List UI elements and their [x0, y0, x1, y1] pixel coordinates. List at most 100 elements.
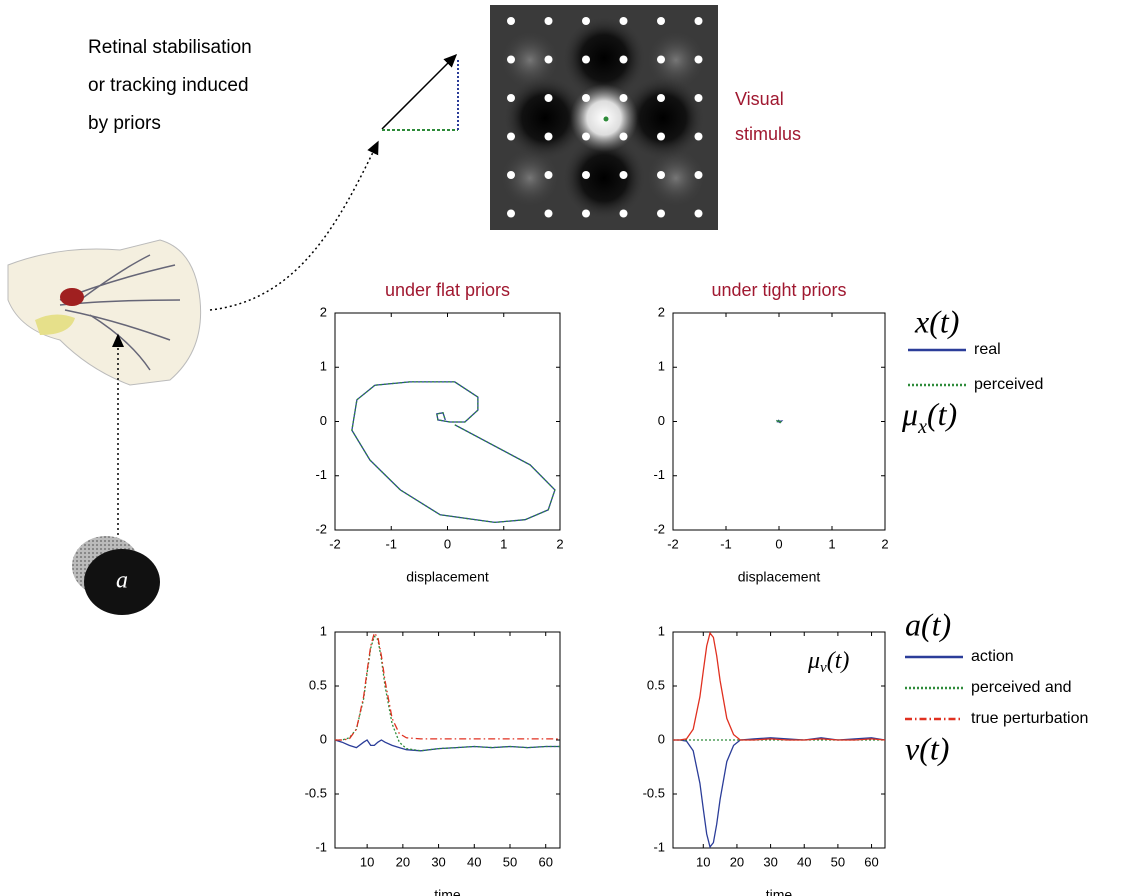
caption: by priors	[88, 113, 161, 134]
y-tick-label: 0	[658, 731, 665, 746]
stimulus-dot	[619, 17, 628, 25]
stimulus-dot	[657, 132, 665, 141]
y-tick-label: 1	[658, 623, 665, 638]
stimulus-dot	[507, 209, 515, 218]
stimulus-blob	[621, 76, 705, 160]
symbol-base: μ	[901, 396, 918, 432]
x-tick-label: 10	[360, 854, 374, 869]
x-tick-label: 30	[431, 854, 445, 869]
legend-label: perceived	[974, 376, 1043, 393]
y-tick-label: 2	[658, 304, 665, 319]
stimulus-dot	[619, 55, 628, 64]
caption: Retinal stabilisation	[88, 37, 252, 58]
legend-label: true perturbation	[971, 710, 1088, 727]
plot-symbol: μv(t)	[807, 648, 849, 677]
dotted-arrow	[209, 140, 379, 311]
x-tick-label: 20	[396, 854, 410, 869]
symbol-sub: v	[820, 660, 827, 676]
stimulus-dot	[657, 94, 665, 102]
stimulus-dot	[544, 94, 553, 102]
x-tick-label: 2	[556, 536, 563, 551]
symbol-arg: (t)	[927, 396, 957, 432]
caption: or tracking induced	[88, 75, 249, 96]
stimulus-dot	[694, 171, 703, 179]
visual-stimulus	[490, 5, 718, 230]
data-line	[673, 631, 886, 741]
stimulus-blob	[562, 136, 646, 220]
y-tick-label: -2	[653, 521, 665, 536]
stimulus-dot	[694, 94, 703, 102]
x-tick-label: 60	[864, 854, 878, 869]
stimulus-blob	[562, 16, 646, 100]
data-line	[334, 739, 560, 752]
eye-muscle	[60, 288, 84, 306]
stimulus-dot	[582, 132, 590, 141]
stimulus-dot	[582, 209, 590, 218]
x-tick-label: -1	[720, 536, 732, 551]
y-tick-label: -2	[315, 521, 327, 536]
plot-frame	[334, 631, 561, 849]
stimulus-target	[603, 116, 609, 122]
x-tick-label: 50	[831, 854, 845, 869]
stimulus-dot	[507, 94, 515, 102]
stimulus-blob	[646, 148, 706, 208]
symbol-sub: x	[917, 416, 927, 438]
y-tick-label: 0.5	[309, 677, 327, 692]
y-tick-label: -1	[315, 467, 327, 482]
x-tick-label: -2	[329, 536, 341, 551]
legend-label: perceived and	[971, 679, 1072, 696]
legend-symbol: a(t)	[905, 606, 951, 642]
legend-symbol: x(t)	[914, 303, 959, 339]
data-line	[335, 631, 560, 741]
stimulus-dot	[544, 132, 553, 141]
y-tick-label: 2	[320, 304, 327, 319]
stimulus-blob	[646, 30, 706, 90]
x-tick-label: 50	[503, 854, 517, 869]
stimulus-dot	[694, 209, 703, 218]
stimulus-dot	[657, 209, 665, 218]
nerve-lines	[59, 254, 181, 371]
y-tick-label: 1	[320, 623, 327, 638]
y-tick-label: 0.5	[647, 677, 665, 692]
x-axis-label: displacement	[738, 569, 821, 585]
legend-label: action	[971, 648, 1014, 665]
x-tick-label: 20	[730, 854, 744, 869]
y-tick-label: 0	[320, 413, 327, 428]
stimulus-dot	[619, 171, 628, 179]
data-line	[335, 635, 560, 752]
stimulus-dot	[619, 94, 628, 102]
x-tick-label: 1	[500, 536, 507, 551]
data-line	[351, 381, 556, 524]
legend-label: real	[974, 341, 1001, 358]
x-tick-label: 40	[467, 854, 481, 869]
chart-title: under tight priors	[711, 280, 846, 300]
y-tick-label: -1	[315, 839, 327, 854]
stimulus-blob	[500, 148, 560, 208]
legend-symbol: v(t)	[905, 730, 949, 766]
data-line	[673, 737, 886, 849]
x-axis-label: time	[766, 887, 793, 896]
stimulus-dot	[657, 55, 665, 64]
stimulus-dot	[507, 132, 515, 141]
stimulus-label: stimulus	[735, 124, 801, 144]
x-tick-label: 0	[775, 536, 782, 551]
y-tick-label: 1	[320, 359, 327, 374]
y-tick-label: 0	[658, 413, 665, 428]
stimulus-dot	[544, 17, 553, 25]
stimulus-dot	[582, 17, 590, 25]
stimulus-dot	[544, 55, 553, 64]
stimulus-dot	[582, 55, 590, 64]
stimulus-dot	[582, 94, 590, 102]
x-tick-label: 2	[881, 536, 888, 551]
y-tick-label: -1	[653, 839, 665, 854]
stimulus-dot	[544, 171, 553, 179]
y-tick-label: 1	[658, 359, 665, 374]
stimulus-dot	[507, 171, 515, 179]
data-line	[351, 381, 556, 524]
stimulus-dot	[694, 17, 703, 25]
stimulus-dot	[544, 209, 553, 218]
x-tick-label: -2	[667, 536, 679, 551]
x-tick-label: 1	[828, 536, 835, 551]
chart-title: under flat priors	[385, 280, 510, 300]
symbol-base: μ	[807, 648, 820, 674]
